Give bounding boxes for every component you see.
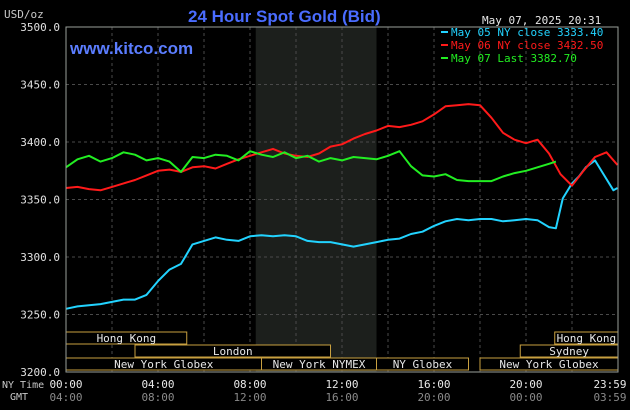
series-line [65, 150, 557, 183]
x-tick-gmt: 08:00 [141, 391, 174, 404]
session-label: New York Globex [114, 358, 214, 371]
legend-entry: May 07 Last 3382.70 [451, 52, 577, 65]
timestamp: May 07, 2025 20:31 [482, 14, 601, 27]
nymex-session-highlight [255, 27, 377, 372]
x-tick-ny: 16:00 [417, 378, 450, 391]
session-label: London [213, 345, 253, 358]
series-line [65, 159, 618, 310]
y-tick-label: 3400.0 [20, 136, 60, 149]
x-tick-ny: 23:59 [593, 378, 626, 391]
session-label: New York NYMEX [273, 358, 366, 371]
y-tick-label: 3300.0 [20, 251, 60, 264]
site-watermark: www.kitco.com [69, 39, 193, 58]
y-tick-label: 3200.0 [20, 366, 60, 379]
x-tick-ny: 00:00 [49, 378, 82, 391]
ny-time-row-label: NY Time [2, 380, 44, 391]
x-tick-gmt: 00:00 [509, 391, 542, 404]
x-tick-ny: 08:00 [233, 378, 266, 391]
x-tick-gmt: 03:59 [593, 391, 626, 404]
x-tick-gmt: 16:00 [325, 391, 358, 404]
series-line [65, 103, 619, 192]
y-tick-label: 3500.0 [20, 21, 60, 34]
session-label: Sydney [549, 345, 589, 358]
x-tick-gmt: 12:00 [233, 391, 266, 404]
chart-title: 24 Hour Spot Gold (Bid) [188, 7, 381, 26]
x-tick-ny: 04:00 [141, 378, 174, 391]
x-tick-ny: 12:00 [325, 378, 358, 391]
y-axis-label: USD/oz [4, 8, 44, 21]
session-label: NY Globex [393, 358, 453, 371]
session-label: New York Globex [499, 358, 599, 371]
x-tick-ny: 20:00 [509, 378, 542, 391]
session-bar [376, 357, 469, 371]
session-bar [134, 344, 331, 358]
y-axis-ticks: 3500.0 3450.0 3400.0 3350.0 3300.0 3250.0 3200… [20, 21, 60, 379]
x-tick-gmt: 20:00 [417, 391, 450, 404]
session-label: Hong Kong [97, 332, 157, 345]
y-tick-label: 3450.0 [20, 79, 60, 92]
x-axis-ticks: 00:0004:0004:0008:0008:0012:0012:0016:00… [49, 378, 626, 404]
y-tick-label: 3350.0 [20, 194, 60, 207]
gmt-row-label: GMT [10, 392, 28, 403]
plot-frame [65, 26, 619, 373]
y-tick-label: 3250.0 [20, 309, 60, 322]
legend-entry: May 05 NY close 3333.40 [451, 26, 603, 39]
session-label: Hong Kong [557, 332, 617, 345]
x-tick-gmt: 04:00 [49, 391, 82, 404]
legend-entry: May 06 NY close 3432.50 [451, 39, 603, 52]
price-series [65, 103, 619, 310]
